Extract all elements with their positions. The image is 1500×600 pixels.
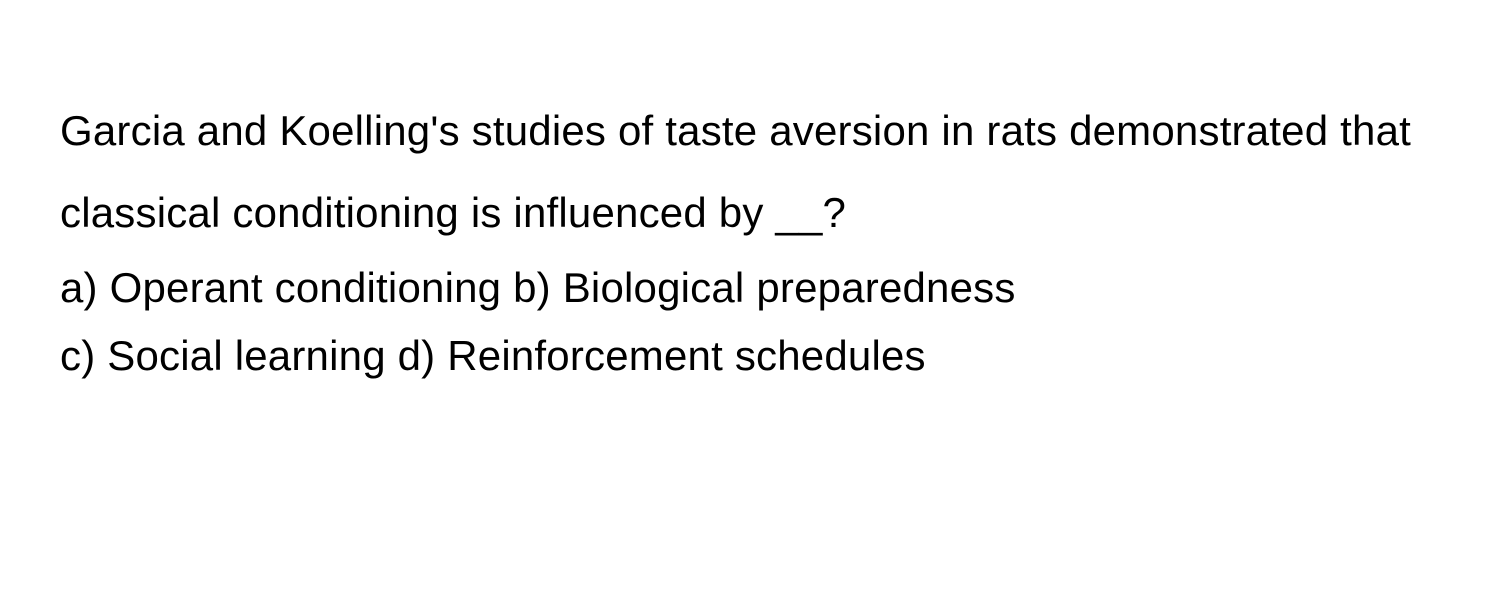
question-text: Garcia and Koelling's studies of taste a… bbox=[60, 90, 1440, 254]
options-line-2: c) Social learning d) Reinforcement sche… bbox=[60, 322, 1440, 390]
question-card: Garcia and Koelling's studies of taste a… bbox=[0, 0, 1500, 390]
options-line-1: a) Operant conditioning b) Biological pr… bbox=[60, 254, 1440, 322]
